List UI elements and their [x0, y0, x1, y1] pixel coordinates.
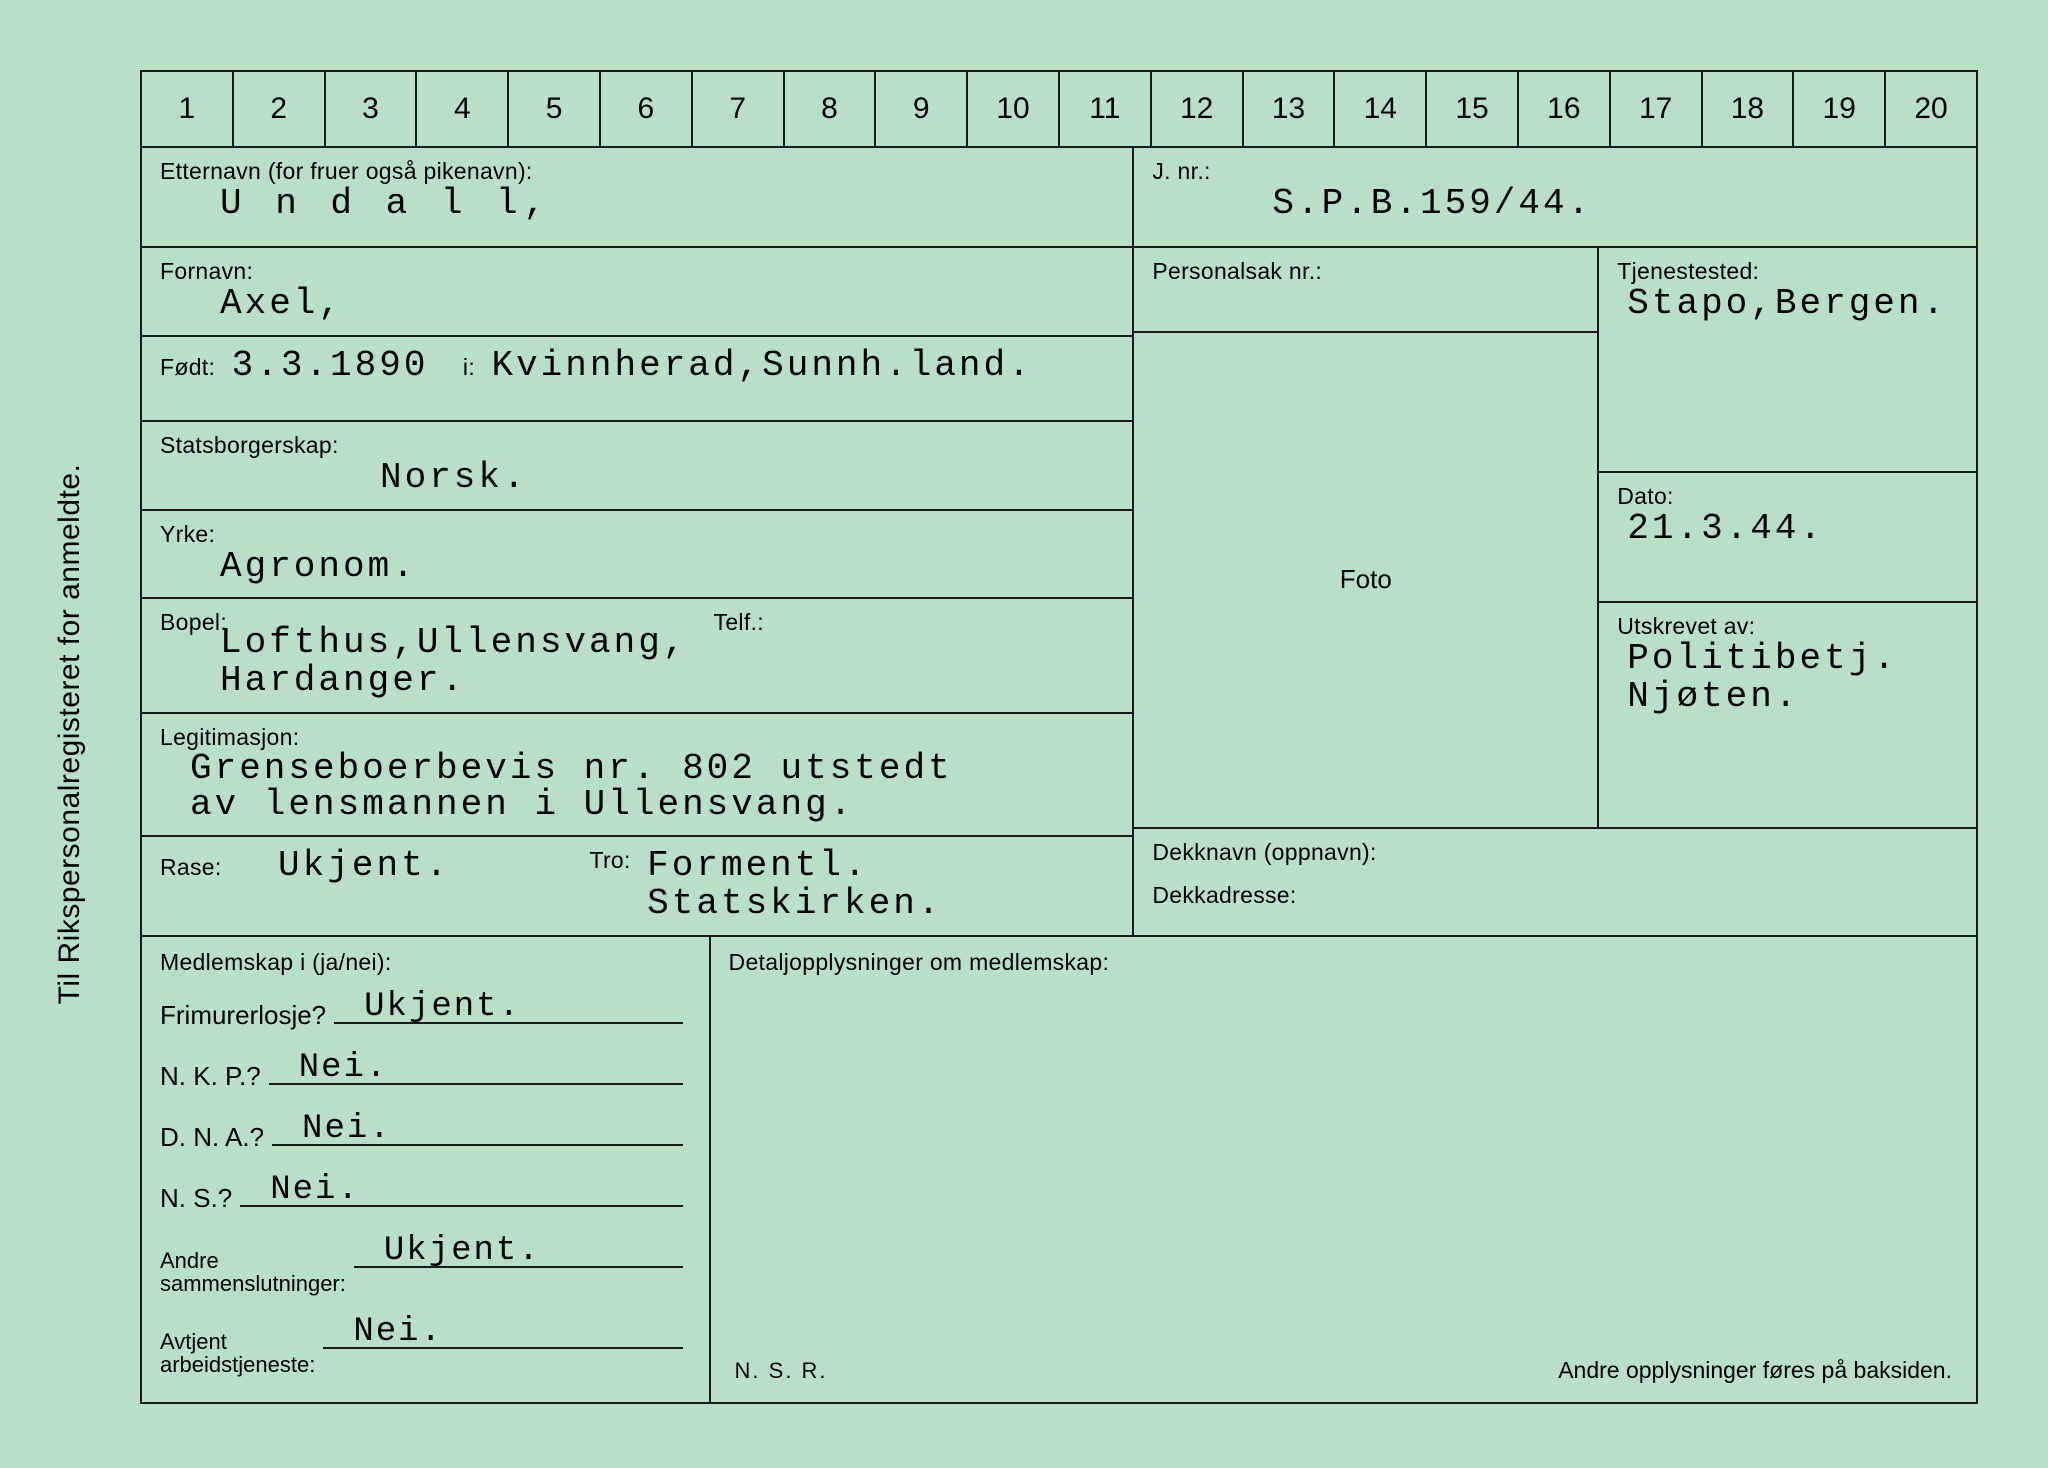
ruler-cell: 13 [1244, 72, 1336, 146]
label-detalj: Detaljopplysninger om medlemskap: [729, 949, 1958, 976]
ruler-cell: 4 [417, 72, 509, 146]
ruler-cell: 7 [693, 72, 785, 146]
right-column: J. nr.: S.P.B.159/44. Personalsak nr.: F… [1132, 148, 1976, 935]
ruler-cell: 12 [1152, 72, 1244, 146]
label-tjenestested: Tjenestested: [1617, 258, 1958, 285]
side-rotated-text: Til Rikspersonalregisteret for anmeldte. [53, 464, 87, 1005]
ruler-cell: 17 [1611, 72, 1703, 146]
label-fodt: Født: [160, 354, 215, 381]
field-etternavn: Etternavn (for fruer også pikenavn): U n… [142, 148, 1132, 248]
bottom-section: Medlemskap i (ja/nei): Frimurerlosje? Uk… [140, 937, 1978, 1404]
label-avtjent: Avtjent arbeidstjeneste: [160, 1330, 315, 1376]
ruler-cell: 15 [1427, 72, 1519, 146]
foto-box: Foto [1134, 333, 1597, 827]
ruler-cell: 19 [1794, 72, 1886, 146]
label-telf: Telf.: [714, 609, 1115, 636]
ruler-cell: 8 [785, 72, 877, 146]
field-tjenestested: Tjenestested: Stapo,Bergen. [1599, 248, 1976, 473]
mem-andre: Andre sammenslutninger: Ukjent. [160, 1238, 691, 1295]
label-legitimasjon: Legitimasjon: [160, 724, 1114, 751]
ruler-cell: 6 [601, 72, 693, 146]
value-legitimasjon: Grenseboerbevis nr. 802 utstedt av lensm… [190, 751, 1114, 823]
value-frimurer: Ukjent. [364, 988, 521, 1026]
value-statsborgerskap: Norsk. [380, 459, 1114, 497]
field-jnr: J. nr.: S.P.B.159/44. [1134, 148, 1976, 248]
label-etternavn: Etternavn (for fruer også pikenavn): [160, 158, 1114, 185]
field-bopel: Bopel: Telf.: Lofthus,Ullensvang, Hardan… [142, 599, 1132, 714]
label-medlemskap: Medlemskap i (ja/nei): [160, 949, 691, 976]
label-foto: Foto [1340, 564, 1392, 595]
field-fodt: Født: 3.3.1890 i: Kvinnherad,Sunnh.land. [142, 337, 1132, 422]
label-dekkadresse: Dekkadresse: [1152, 882, 1958, 909]
field-personalsak: Personalsak nr.: [1134, 248, 1597, 333]
label-dna: D. N. A.? [160, 1122, 264, 1153]
value-jnr: S.P.B.159/44. [1272, 185, 1958, 223]
field-yrke: Yrke: Agronom. [142, 511, 1132, 600]
value-utskrevet: Politibetj. Njøten. [1627, 640, 1958, 716]
value-rase: Ukjent. [278, 845, 450, 886]
value-yrke: Agronom. [220, 548, 1114, 586]
ruler-cell: 9 [876, 72, 968, 146]
value-dna: Nei. [302, 1110, 392, 1148]
label-nkp: N. K. P.? [160, 1061, 261, 1092]
nsr-mark: N. S. R. [735, 1358, 828, 1384]
field-utskrevet: Utskrevet av: Politibetj. Njøten. [1599, 603, 1976, 826]
value-fodt-i: Kvinnherad,Sunnh.land. [491, 345, 1032, 386]
footer-note: Andre opplysninger føres på baksiden. [1558, 1357, 1952, 1384]
label-fornavn: Fornavn: [160, 258, 1114, 285]
details-box: Detaljopplysninger om medlemskap: N. S. … [711, 937, 1976, 1402]
label-andre-samm: Andre sammenslutninger: [160, 1249, 346, 1295]
ruler-cell: 2 [234, 72, 326, 146]
mem-nkp: N. K. P.? Nei. [160, 1055, 691, 1092]
field-dekk: Dekknavn (oppnavn): Dekkadresse: [1134, 829, 1976, 935]
value-etternavn: U n d a l l, [220, 185, 1114, 223]
ruler-cell: 20 [1886, 72, 1976, 146]
label-yrke: Yrke: [160, 521, 1114, 548]
value-fodt: 3.3.1890 [232, 345, 429, 386]
mem-dna: D. N. A.? Nei. [160, 1116, 691, 1153]
label-statsborgerskap: Statsborgerskap: [160, 432, 1114, 459]
label-utskrevet: Utskrevet av: [1617, 613, 1958, 640]
field-statsborgerskap: Statsborgerskap: Norsk. [142, 422, 1132, 511]
ruler-cell: 16 [1519, 72, 1611, 146]
value-tro: Formentl. Statskirken. [647, 847, 942, 923]
label-dekknavn: Dekknavn (oppnavn): [1152, 839, 1958, 866]
ruler-cell: 1 [142, 72, 234, 146]
value-avtjent: Nei. [353, 1313, 443, 1351]
membership-box: Medlemskap i (ja/nei): Frimurerlosje? Uk… [142, 937, 711, 1402]
field-rase-tro: Rase: Ukjent. Tro: Formentl. Statskirken… [142, 837, 1132, 935]
registration-card: Til Rikspersonalregisteret for anmeldte.… [0, 0, 2048, 1468]
mem-avtjent: Avtjent arbeidstjeneste: Nei. [160, 1319, 691, 1376]
ruler-cell: 14 [1335, 72, 1427, 146]
label-i: i: [463, 354, 475, 381]
label-ns: N. S.? [160, 1183, 232, 1214]
ruler-cell: 11 [1060, 72, 1152, 146]
field-dato: Dato: 21.3.44. [1599, 473, 1976, 603]
label-rase: Rase: [160, 854, 222, 880]
value-fornavn: Axel, [220, 285, 1114, 323]
label-personalsak: Personalsak nr.: [1152, 258, 1579, 285]
field-fornavn: Fornavn: Axel, [142, 248, 1132, 337]
value-dato: 21.3.44. [1627, 510, 1958, 548]
ruler-cell: 5 [509, 72, 601, 146]
mem-ns: N. S.? Nei. [160, 1177, 691, 1214]
value-andre-samm: Ukjent. [384, 1232, 541, 1270]
label-frimurer: Frimurerlosje? [160, 1000, 326, 1031]
ruler-cell: 3 [326, 72, 418, 146]
field-legitimasjon: Legitimasjon: Grenseboerbevis nr. 802 ut… [142, 714, 1132, 837]
number-ruler: 1 2 3 4 5 6 7 8 9 10 11 12 13 14 15 16 1… [140, 70, 1978, 148]
value-nkp: Nei. [299, 1049, 389, 1087]
ruler-cell: 10 [968, 72, 1060, 146]
ruler-cell: 18 [1703, 72, 1795, 146]
value-ns: Nei. [270, 1171, 360, 1209]
value-tjenestested: Stapo,Bergen. [1627, 285, 1958, 323]
label-dato: Dato: [1617, 483, 1958, 510]
label-jnr: J. nr.: [1152, 158, 1958, 185]
label-tro: Tro: [589, 847, 630, 873]
mem-frimurer: Frimurerlosje? Ukjent. [160, 994, 691, 1031]
left-column: Etternavn (for fruer også pikenavn): U n… [142, 148, 1132, 935]
main-grid: Etternavn (for fruer også pikenavn): U n… [140, 148, 1978, 937]
